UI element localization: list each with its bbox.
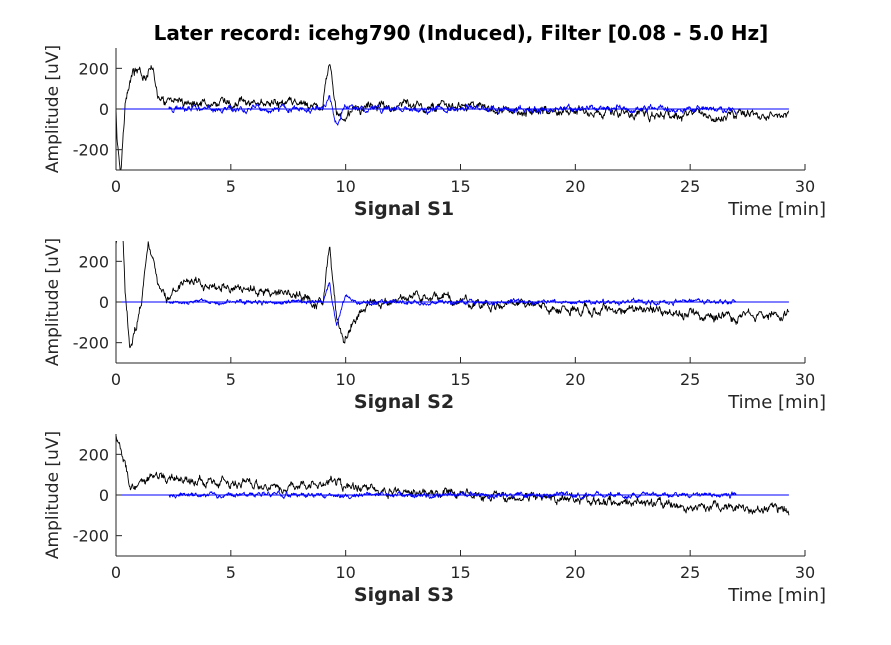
x-tick-label: 20 [565, 370, 585, 389]
y-tick-label: -200 [73, 527, 109, 546]
y-tick-label: 200 [78, 252, 109, 271]
y-tick-label: 0 [99, 486, 109, 505]
x-axis-label: Time [min] [727, 585, 826, 606]
series-raw-trace [116, 241, 790, 349]
y-tick-label: 200 [78, 59, 109, 78]
series-line [116, 241, 790, 349]
y-tick-label: 0 [99, 100, 109, 119]
x-tick-label: 0 [111, 177, 121, 196]
x-tick-label: 10 [335, 177, 355, 196]
y-tick-label: 0 [99, 293, 109, 312]
subplot-label: Signal S3 [354, 584, 454, 606]
x-tick-label: 0 [111, 563, 121, 582]
x-tick-label: 15 [450, 177, 470, 196]
x-tick-label: 5 [226, 563, 236, 582]
x-axis-label: Time [min] [727, 392, 826, 413]
x-tick-label: 10 [335, 370, 355, 389]
x-tick-label: 30 [795, 370, 815, 389]
series-raw-trace [116, 435, 790, 516]
series-line [168, 95, 737, 126]
series-line [116, 64, 790, 170]
subplot-label: Signal S1 [354, 198, 454, 220]
x-tick-label: 30 [795, 563, 815, 582]
x-tick-label: 15 [450, 370, 470, 389]
series-line [168, 282, 737, 326]
y-tick-label: -200 [73, 141, 109, 160]
x-tick-label: 0 [111, 370, 121, 389]
x-tick-label: 20 [565, 563, 585, 582]
series-filtered-trace [116, 490, 789, 501]
x-axis-label: Time [min] [727, 199, 826, 220]
x-tick-label: 25 [680, 177, 700, 196]
series-raw-trace [116, 64, 790, 170]
x-tick-label: 25 [680, 563, 700, 582]
series-line [168, 490, 737, 501]
y-tick-label: -200 [73, 334, 109, 353]
series-filtered-trace [116, 95, 789, 126]
figure-title: Later record: icehg790 (Induced), Filter… [154, 21, 769, 45]
y-axis-label: Amplitude [uV] [43, 45, 63, 173]
x-tick-label: 5 [226, 177, 236, 196]
subplot-label: Signal S2 [354, 391, 454, 413]
x-tick-label: 10 [335, 563, 355, 582]
y-tick-label: 200 [78, 445, 109, 464]
y-axis-label: Amplitude [uV] [43, 238, 63, 366]
x-tick-label: 25 [680, 370, 700, 389]
y-axis-label: Amplitude [uV] [43, 431, 63, 559]
x-tick-label: 5 [226, 370, 236, 389]
x-tick-label: 20 [565, 177, 585, 196]
series-filtered-trace [116, 282, 789, 326]
x-tick-label: 15 [450, 563, 470, 582]
x-tick-label: 30 [795, 177, 815, 196]
series-line [116, 435, 790, 516]
